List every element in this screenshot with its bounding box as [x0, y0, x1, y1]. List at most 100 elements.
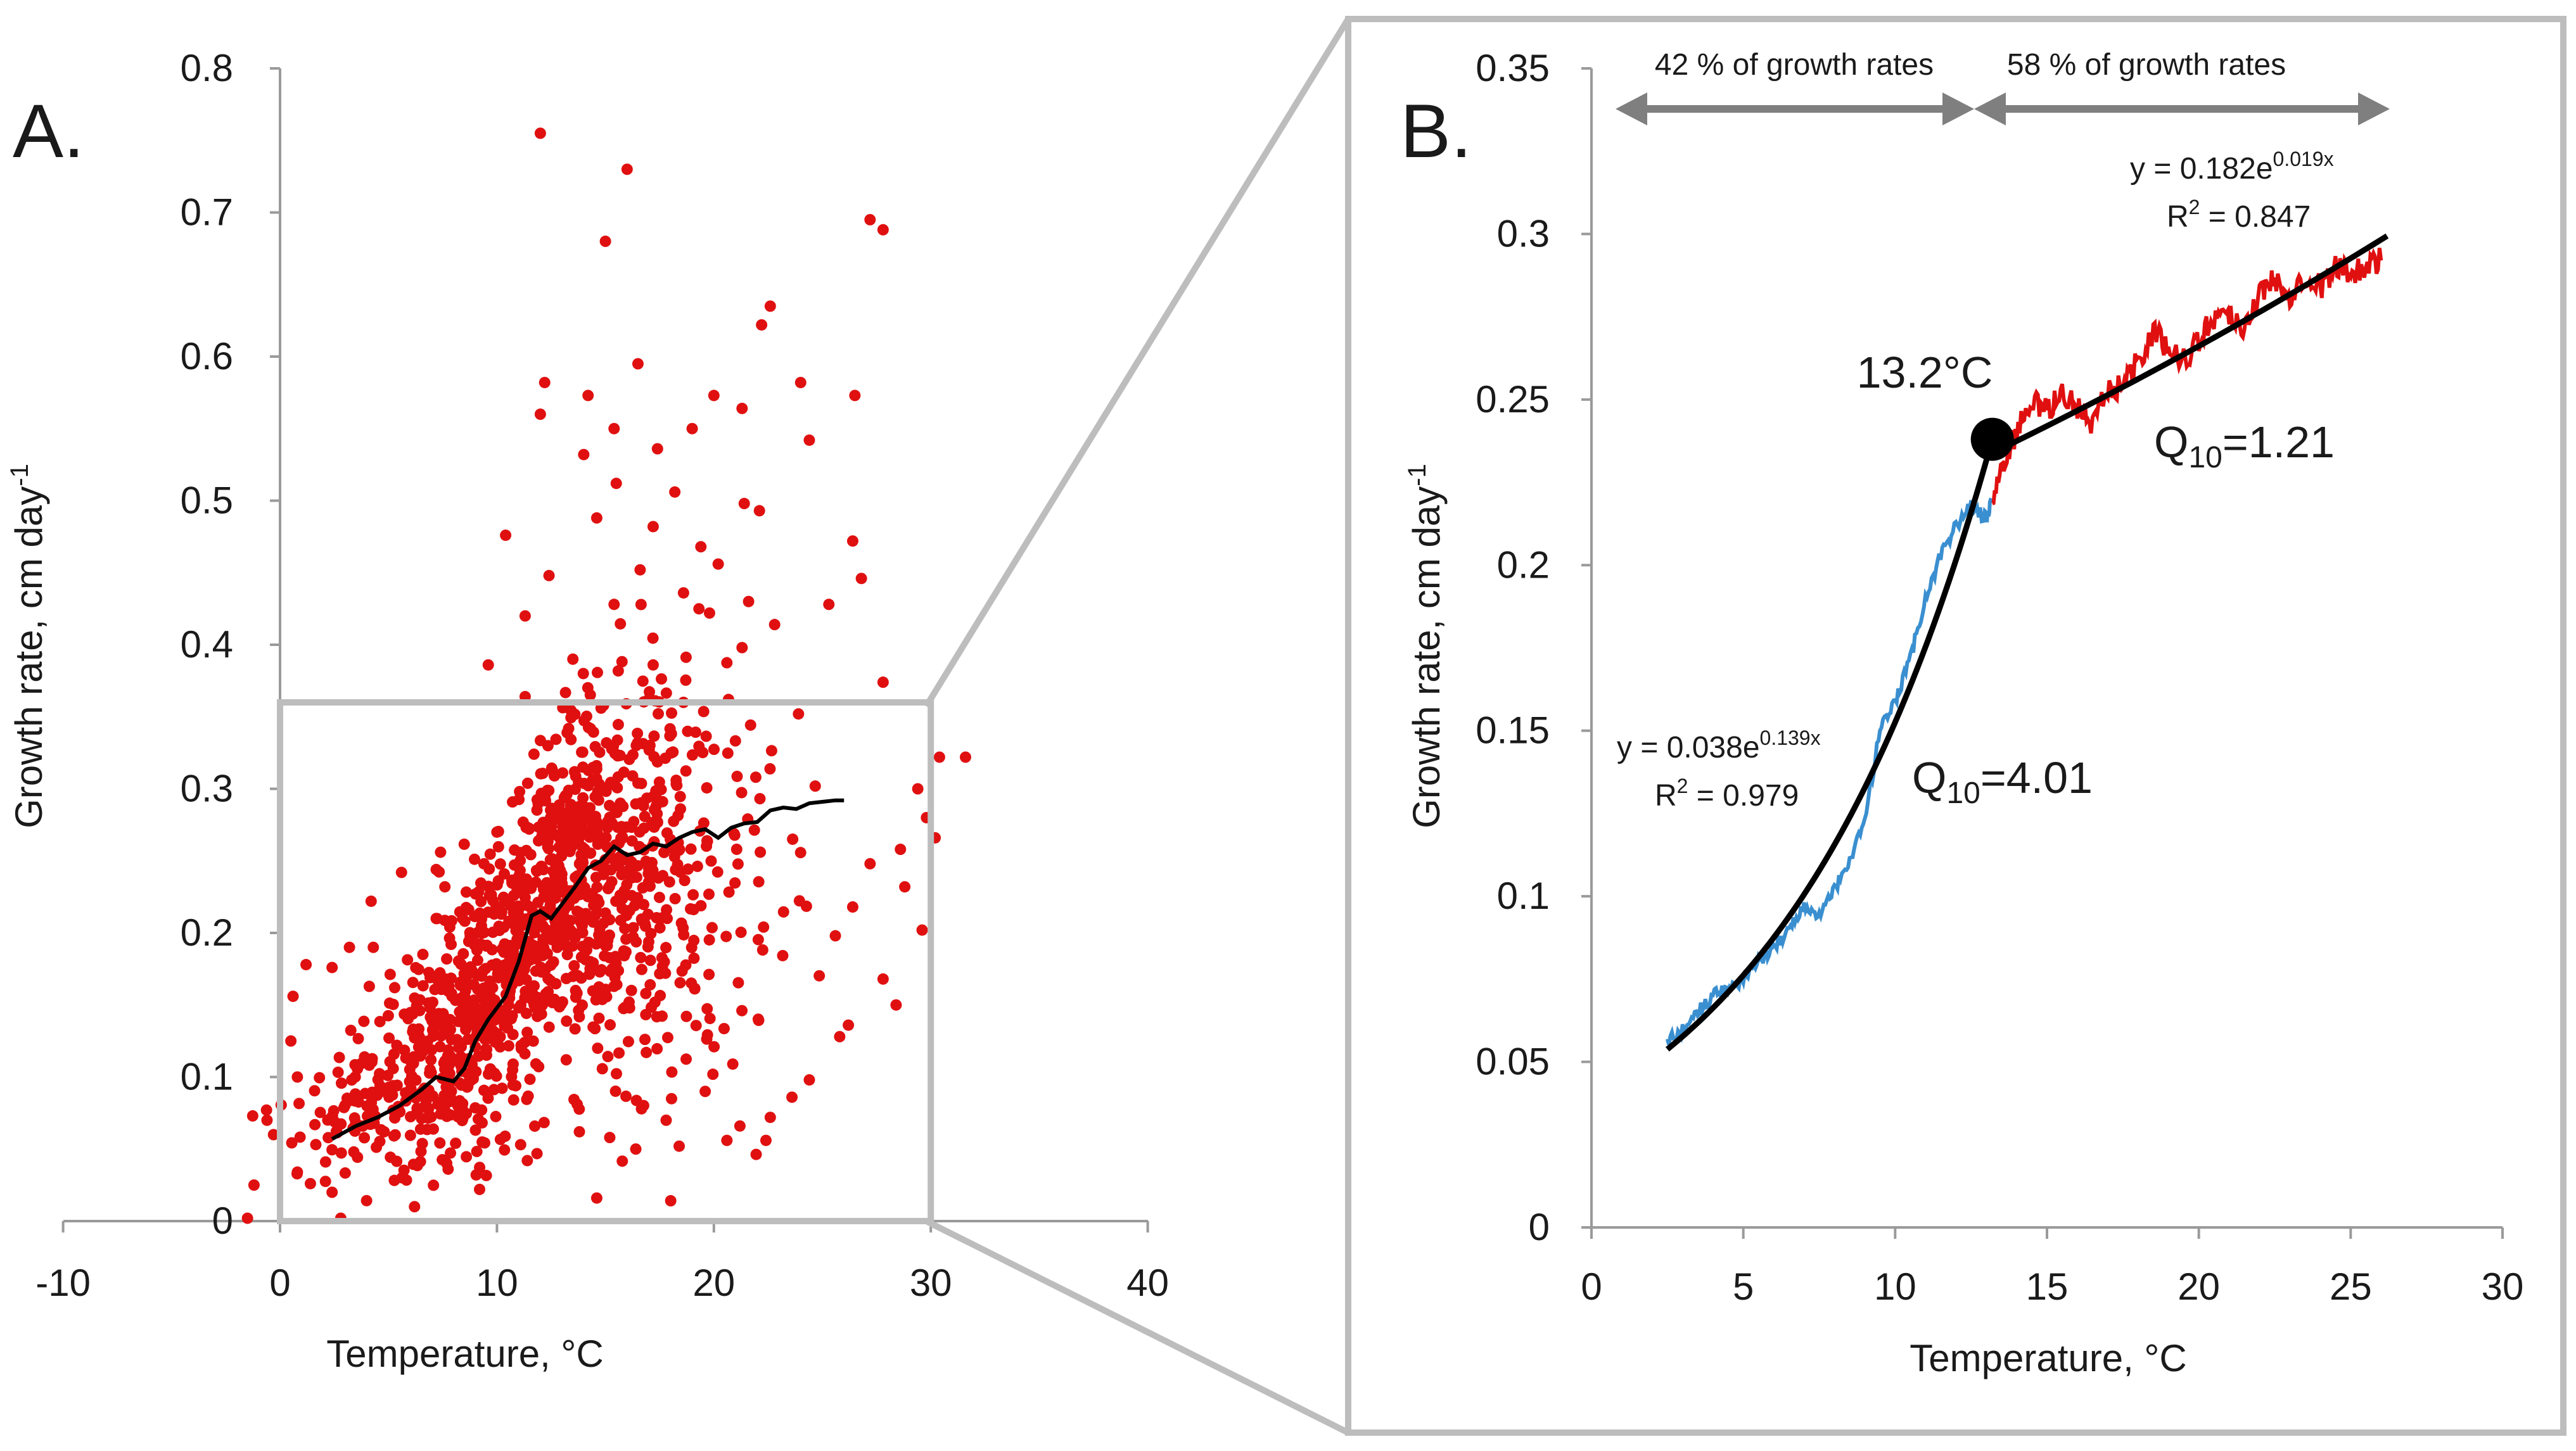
panel-a-data-point: [428, 1179, 440, 1191]
panel-a-data-point: [417, 948, 429, 960]
panel-a-data-point: [695, 541, 707, 553]
panel-a-data-point: [423, 1103, 435, 1115]
panel-a-data-point: [248, 1179, 260, 1191]
panel-a-data-point: [610, 1068, 622, 1080]
panel-a-data-point: [680, 674, 692, 686]
panel-a-data-point: [349, 1088, 361, 1100]
panel-a-data-point: [689, 983, 701, 995]
panel-a-data-point: [345, 1024, 357, 1036]
panel-a-data-point: [729, 829, 741, 841]
panel-a-data-point: [492, 968, 504, 980]
panel-a-data-point: [755, 846, 767, 858]
panel-a-data-point: [567, 653, 579, 665]
panel-a-data-point: [758, 921, 770, 933]
panel-a-data-point: [602, 815, 614, 827]
panel-a-data-point: [695, 900, 707, 912]
panel-a-data-point: [371, 1141, 383, 1153]
panel-a-data-point: [584, 689, 596, 701]
panel-a-data-point: [358, 1015, 370, 1027]
panel-a-data-point: [787, 833, 799, 846]
panel-b-x-tick-label: 25: [2330, 1265, 2372, 1308]
panel-a-data-point: [736, 402, 748, 414]
breakpoint-marker: [1970, 417, 2014, 461]
panel-b-y-tick-label: 0.25: [1476, 378, 1550, 421]
panel-a-data-point: [599, 940, 611, 952]
panel-a-data-point: [309, 1085, 321, 1097]
panel-a-data-point: [496, 1082, 508, 1094]
panel-a-data-point: [635, 778, 647, 790]
panel-a-data-point: [528, 748, 540, 760]
panel-a-data-point: [594, 923, 606, 935]
fit-high-r2: R2 = 0.847: [2167, 196, 2311, 234]
panel-a-running-mean-line: [331, 798, 845, 1141]
panel-a-data-point: [502, 1040, 514, 1052]
panel-a-data-point: [385, 1151, 397, 1163]
panel-a-data-point: [648, 804, 660, 816]
panel-a-y-axis-label: Growth rate, cm day-1: [6, 464, 50, 828]
panel-a-data-point: [569, 825, 581, 837]
panel-a-data-point: [899, 881, 911, 893]
panel-a-data-point: [578, 714, 590, 726]
panel-a-data-point: [498, 946, 510, 958]
panel-a-data-point: [640, 855, 652, 867]
panel-a-x-tick-label: 10: [476, 1262, 518, 1304]
panel-a-data-point: [777, 906, 789, 918]
panel-a-data-point: [703, 888, 715, 900]
panel-a-data-point: [569, 708, 581, 720]
panel-a-zoom-box: [277, 699, 934, 1224]
panel-a-data-point: [590, 512, 603, 524]
q10-high-label: Q10=1.21: [2154, 417, 2335, 474]
panel-a-data-point: [575, 972, 587, 984]
panel-a-data-point: [469, 888, 481, 900]
panel-a-data-point: [335, 1077, 347, 1089]
panel-a-data-point: [732, 977, 744, 989]
panel-a-data-point: [487, 1066, 499, 1078]
panel-a-data-point: [637, 675, 649, 687]
panel-a-data-point: [729, 735, 741, 747]
panel-a-data-point: [519, 892, 531, 904]
panel-a-data-point: [560, 1054, 572, 1066]
panel-a-data-point: [753, 876, 765, 888]
panel-a-data-point: [510, 1080, 522, 1092]
panel-a-data-point: [648, 751, 660, 763]
panel-a-data-point: [895, 844, 907, 856]
panel-a-data-point: [673, 1140, 685, 1152]
panel-a-data-point: [685, 942, 698, 954]
panel-a-data-point: [612, 665, 624, 677]
panel-a-data-point: [701, 782, 713, 794]
panel-a-data-point: [457, 1098, 469, 1110]
panel-a-data-point: [423, 1110, 435, 1122]
panel-b-y-tick-label: 0.15: [1476, 709, 1550, 752]
panel-a-data-point: [494, 1134, 506, 1146]
panel-a-data-point: [399, 1044, 411, 1056]
panel-a-data-point: [514, 865, 526, 877]
panel-a-data-point: [359, 1132, 371, 1144]
panel-a-data-point: [474, 1183, 486, 1195]
panel-b-y-tick-label: 0.2: [1497, 543, 1550, 586]
panel-a-data-point: [291, 1071, 303, 1083]
panel-a-data-point: [453, 1042, 465, 1054]
panel-a-data-point: [460, 886, 472, 898]
panel-a-data-point: [456, 992, 468, 1004]
panel-a-data-point: [669, 486, 681, 498]
panel-a-data-point: [599, 984, 611, 996]
panel-a-data-point: [632, 358, 644, 370]
panel-a-data-point: [656, 1010, 668, 1022]
panel-a-data-point: [698, 706, 710, 718]
panel-a-data-point: [587, 899, 599, 911]
panel-a-data-point: [561, 1015, 573, 1027]
panel-a-data-point: [432, 1098, 444, 1110]
panel-a-y-tick-label: 0.5: [181, 479, 233, 522]
panel-a-data-point: [635, 913, 647, 925]
panel-a-data-point: [639, 1034, 651, 1046]
panel-a-data-point: [560, 973, 572, 985]
fit-low-r2: R2 = 0.979: [1655, 775, 1799, 813]
panel-a-data-point: [608, 740, 620, 752]
panel-a-data-point: [653, 891, 665, 903]
panel-a-data-point: [478, 982, 490, 994]
panel-a-data-point: [700, 730, 712, 742]
panel-a-data-point: [348, 1112, 360, 1124]
panel-a-data-point: [599, 784, 611, 796]
panel-a-data-point: [342, 1095, 354, 1107]
panel-a-label: A.: [13, 89, 84, 174]
